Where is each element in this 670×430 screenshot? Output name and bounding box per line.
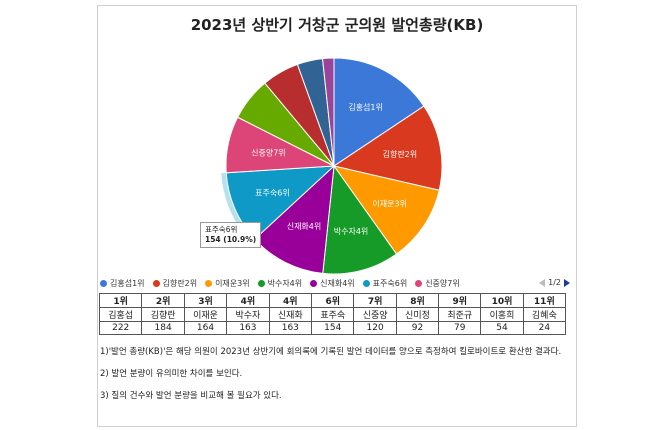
legend-label: 김홍섭1위 [110,279,145,288]
legend-item[interactable]: 김향란2위 [152,278,198,289]
pie-slice[interactable] [332,105,443,191]
table-cell: 신미정 [395,307,440,322]
legend-item[interactable]: 김홍섭1위 [100,278,145,289]
legend-label: 박수자4위 [267,279,303,288]
legend-item[interactable]: 신재화4위 [310,278,355,289]
table-cell: 163 [226,321,270,335]
legend-item[interactable]: 박수자4위 [257,278,303,289]
tooltip-value: 154 (10.9%) [205,235,257,244]
pie-slice-label: 김향란2위 [383,149,418,159]
tooltip-label: 표주숙6위 [205,225,238,234]
legend-dot-icon [257,280,265,287]
table-row-ranks: 1위 2위 3위 4위 4위 6위 7위 8위 9위 10위 11위 [98,293,567,308]
footnote-2: 2) 발언 분량이 유의미한 차이를 보인다. [100,369,243,379]
footnote-3: 3) 질의 건수와 발언 분량을 비교해 볼 필요가 있다. [100,391,282,401]
table-cell: 7위 [353,293,397,308]
table-cell: 4위 [226,293,270,308]
table-cell: 4위 [268,293,313,308]
table-cell: 154 [311,321,355,335]
ranking-table: 1위 2위 3위 4위 4위 6위 7위 8위 9위 10위 11위 김홍섭 김향란 이재운 박수자 신재화… [98,293,567,335]
table-cell: 79 [438,321,482,335]
table-cell: 92 [395,321,440,335]
pie-slice[interactable] [322,164,398,275]
table-cell: 신재화 [268,307,313,322]
table-cell: 표주숙 [311,307,355,322]
table-cell: 8위 [395,293,440,308]
table-cell: 2위 [141,293,185,308]
table-cell: 11위 [522,293,567,308]
pie-slice-label: 김홍섭1위 [348,102,383,112]
legend-pager[interactable]: 1/2 [539,278,570,287]
table-cell: 이홍희 [480,307,524,322]
legend-item[interactable]: 신중양7위 [415,278,460,289]
legend-next-icon[interactable] [564,278,570,287]
table-cell: 164 [183,321,228,335]
legend-label: 표주숙6위 [372,279,408,288]
chart-legend: 김홍섭1위 김향란2위 이재운3위 박수자4위 신재화4위 표주숙6위 신중양7위 1/2 [100,278,574,292]
table-cell: 24 [522,321,567,335]
table-cell: 최준규 [438,307,482,322]
chart-title: 2023년 상반기 거창군 군의원 발언총량(KB) [190,16,484,34]
table-cell: 163 [268,321,313,335]
table-cell: 김향란 [141,307,185,322]
legend-label: 신중양7위 [425,279,460,288]
pie-slice[interactable] [332,165,440,255]
pie-slice[interactable] [321,57,335,167]
table-cell: 54 [480,321,524,335]
legend-dot-icon [100,280,107,287]
legend-dot-icon [310,280,318,287]
legend-item[interactable]: 표주숙6위 [362,278,408,289]
table-cell: 120 [353,321,397,335]
pie-slice[interactable] [333,57,425,167]
legend-dot-icon [362,280,370,287]
table-cell: 184 [141,321,185,335]
legend-prev-icon[interactable] [539,278,546,287]
slice-tooltip: 표주숙6위 154 (10.9%) [200,222,262,248]
legend-label: 신재화4위 [320,279,355,288]
table-cell: 1위 [98,293,143,308]
legend-dot-icon [415,280,423,287]
legend-item[interactable]: 이재운3위 [205,278,250,289]
table-cell: 9위 [438,293,482,308]
pie-slice-label: 박수자4위 [334,226,369,236]
footnotes: 1)'발언 총량(KB)'은 해당 의원이 2023년 상반기에 회의록에 기록… [100,346,570,412]
legend-label: 김향란2위 [162,279,198,288]
table-cell: 박수자 [226,307,270,322]
table-cell: 김홍섭 [98,307,143,322]
legend-dot-icon [152,280,160,287]
pie-slice-label: 이재운3위 [372,198,407,208]
pie-slice-label: 신중양7위 [251,149,286,158]
pie-slice-label: 신재화4위 [287,222,322,231]
table-cell: 10위 [480,293,524,308]
legend-dot-icon [205,280,213,287]
legend-label: 이재운3위 [215,279,250,288]
table-cell: 222 [98,321,143,335]
table-row-values: 222 184 164 163 163 154 120 92 79 54 24 [98,321,567,335]
pie-slice-label: 표주숙6위 [255,188,290,197]
table-cell: 이재운 [183,307,228,322]
table-cell: 6위 [311,293,355,308]
table-cell: 김혜숙 [522,307,567,322]
table-cell: 신중양 [353,307,397,322]
table-cell: 3위 [183,293,228,308]
table-row-names: 김홍섭 김향란 이재운 박수자 신재화 표주숙 신중양 신미정 최준규 이홍희 김혜숙 [98,307,567,322]
legend-page-indicator: 1/2 [548,278,561,287]
footnote-1: 1)'발언 총량(KB)'은 해당 의원이 2023년 상반기에 회의록에 기록… [100,347,562,357]
